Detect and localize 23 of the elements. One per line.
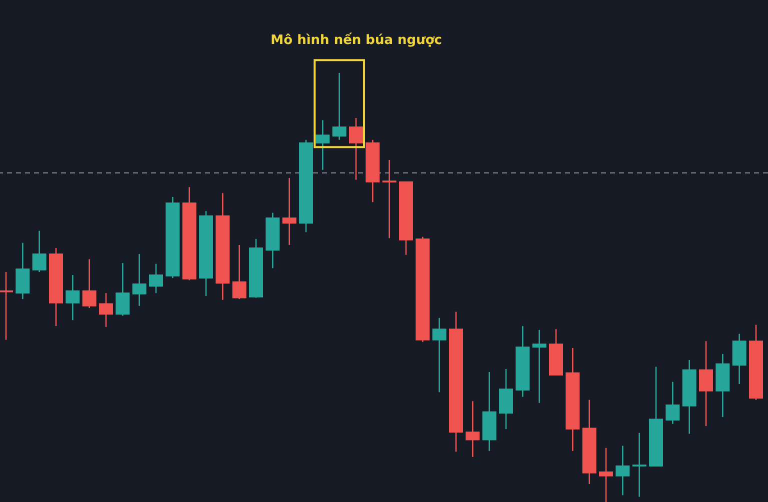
candlestick: [66, 274, 80, 321]
candlestick: [466, 400, 480, 458]
candlestick: [599, 447, 613, 502]
candlestick: [99, 292, 113, 328]
candlestick: [149, 263, 163, 294]
candlestick: [116, 262, 130, 316]
candlestick: [232, 244, 246, 300]
candlestick: [532, 329, 546, 404]
candlestick: [32, 230, 46, 273]
candlestick: [349, 117, 363, 180]
candlestick: [0, 271, 13, 340]
candlestick: [432, 317, 446, 393]
candlestick: [699, 340, 713, 427]
candlestick: [132, 253, 146, 307]
candlestick: [332, 72, 346, 141]
text: Mô hình nến búa ngược: [270, 32, 442, 48]
candlestick: [666, 381, 680, 425]
candlestick: [282, 177, 296, 246]
candlestick: [616, 445, 630, 496]
candlestick: [632, 432, 646, 498]
candlestick: [316, 119, 330, 171]
candlestick: [382, 159, 396, 239]
candlestick: [82, 258, 96, 309]
